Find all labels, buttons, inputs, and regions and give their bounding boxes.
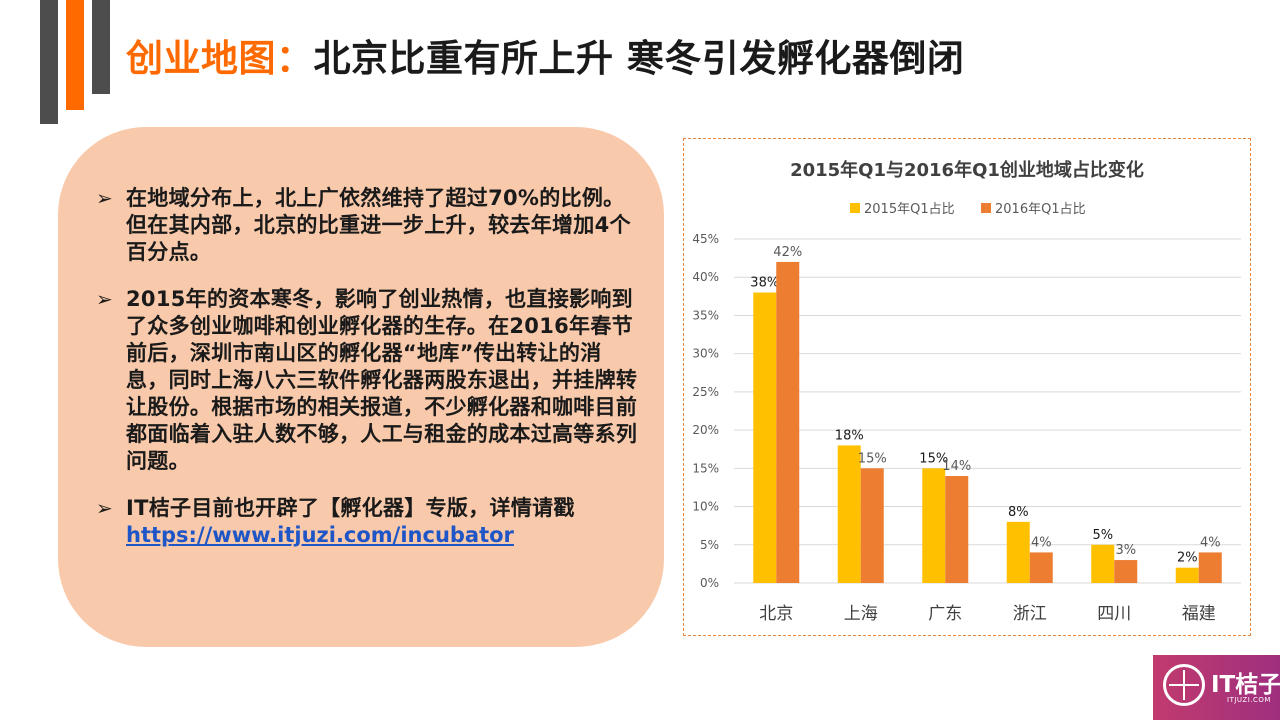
bar bbox=[1175, 567, 1199, 583]
x-tick-label: 四川 bbox=[1097, 604, 1131, 624]
y-tick-label: 20% bbox=[692, 423, 719, 437]
logo-name: IT桔子 bbox=[1211, 672, 1280, 698]
data-label: 5% bbox=[1092, 528, 1113, 543]
x-tick-label: 浙江 bbox=[1013, 604, 1047, 624]
bar bbox=[837, 445, 861, 583]
y-tick-label: 10% bbox=[692, 500, 719, 514]
legend-swatch bbox=[981, 203, 991, 213]
y-tick-label: 15% bbox=[692, 461, 719, 475]
bullet-arrow-icon: ➢ bbox=[96, 287, 113, 311]
logo-subtext: ITJUZI.COM bbox=[1227, 696, 1271, 704]
bar bbox=[1006, 521, 1030, 583]
incubator-link[interactable]: https://www.itjuzi.com/incubator bbox=[126, 523, 514, 547]
bar-chart: 2015年Q1与2016年Q1创业地域占比变化 2015年Q1占比 2016年Q1占… bbox=[692, 159, 1241, 624]
legend-label: 2015年Q1占比 bbox=[864, 202, 955, 217]
y-tick-label: 35% bbox=[692, 308, 719, 322]
slide-title-main: 北京比重有所上升 寒冬引发孵化器倒闭 bbox=[313, 37, 965, 80]
data-label: 14% bbox=[942, 459, 971, 474]
data-label: 4% bbox=[1200, 535, 1221, 550]
x-tick-label: 上海 bbox=[844, 604, 878, 624]
header-decor-bar-orange bbox=[66, 0, 84, 110]
y-tick-label: 25% bbox=[692, 385, 719, 399]
bar bbox=[945, 475, 969, 583]
data-label: 15% bbox=[919, 451, 948, 466]
y-tick-label: 30% bbox=[692, 347, 719, 361]
bar bbox=[1114, 560, 1138, 583]
bar bbox=[753, 292, 777, 583]
data-label: 4% bbox=[1031, 535, 1052, 550]
y-tick-label: 40% bbox=[692, 270, 719, 284]
data-label: 3% bbox=[1115, 543, 1136, 558]
y-tick-label: 45% bbox=[692, 232, 719, 246]
itjuzi-logo: IT桔子 ITJUZI.COM bbox=[1153, 655, 1280, 720]
bullet-item: ➢ 在地域分布上，北上广依然维持了超过70%的比例。但在其内部，北京的比重进一步… bbox=[96, 185, 644, 266]
slide-title: 创业地图：北京比重有所上升 寒冬引发孵化器倒闭 bbox=[126, 28, 964, 84]
bar bbox=[1198, 552, 1222, 583]
y-tick-label: 5% bbox=[700, 538, 719, 552]
y-tick-label: 0% bbox=[700, 576, 719, 590]
orange-slice-icon bbox=[1163, 664, 1205, 706]
chart-container: 2015年Q1与2016年Q1创业地域占比变化 2015年Q1占比 2016年Q1占… bbox=[683, 138, 1251, 636]
text-panel-background bbox=[58, 127, 664, 647]
bullet-arrow-icon: ➢ bbox=[96, 186, 113, 210]
bar bbox=[1091, 544, 1115, 583]
data-label: 2% bbox=[1177, 551, 1198, 566]
header-decor-bar-gray-short bbox=[92, 0, 110, 94]
header-decor-bar-gray bbox=[40, 0, 58, 124]
data-label: 15% bbox=[858, 451, 887, 466]
bar bbox=[776, 261, 800, 583]
x-tick-label: 福建 bbox=[1182, 604, 1216, 624]
data-label: 18% bbox=[835, 428, 864, 443]
bullet-item: ➢ IT桔子目前也开辟了【孵化器】专版，详情请戳 https://www.itj… bbox=[96, 495, 644, 549]
bullet-item: ➢ 2015年的资本寒冬，影响了创业热情，也直接影响到了众多创业咖啡和创业孵化器… bbox=[96, 286, 644, 475]
bar bbox=[1029, 552, 1053, 583]
data-label: 38% bbox=[750, 276, 779, 291]
bullet-list: ➢ 在地域分布上，北上广依然维持了超过70%的比例。但在其内部，北京的比重进一步… bbox=[96, 185, 644, 569]
chart-title: 2015年Q1与2016年Q1创业地域占比变化 bbox=[790, 159, 1144, 181]
data-label: 42% bbox=[773, 245, 802, 260]
bullet-text: 在地域分布上，北上广依然维持了超过70%的比例。但在其内部，北京的比重进一步上升… bbox=[126, 186, 631, 264]
legend-label: 2016年Q1占比 bbox=[995, 202, 1086, 217]
bullet-text: IT桔子目前也开辟了【孵化器】专版，详情请戳 bbox=[126, 496, 575, 520]
x-tick-label: 北京 bbox=[759, 604, 793, 624]
bullet-text: 2015年的资本寒冬，影响了创业热情，也直接影响到了众多创业咖啡和创业孵化器的生… bbox=[126, 287, 638, 473]
data-label: 8% bbox=[1008, 505, 1029, 520]
bar bbox=[860, 468, 884, 583]
x-tick-label: 广东 bbox=[928, 604, 962, 624]
legend-swatch bbox=[850, 203, 860, 213]
slide-title-accent: 创业地图： bbox=[126, 37, 314, 80]
bar bbox=[922, 468, 946, 583]
bullet-arrow-icon: ➢ bbox=[96, 496, 113, 520]
